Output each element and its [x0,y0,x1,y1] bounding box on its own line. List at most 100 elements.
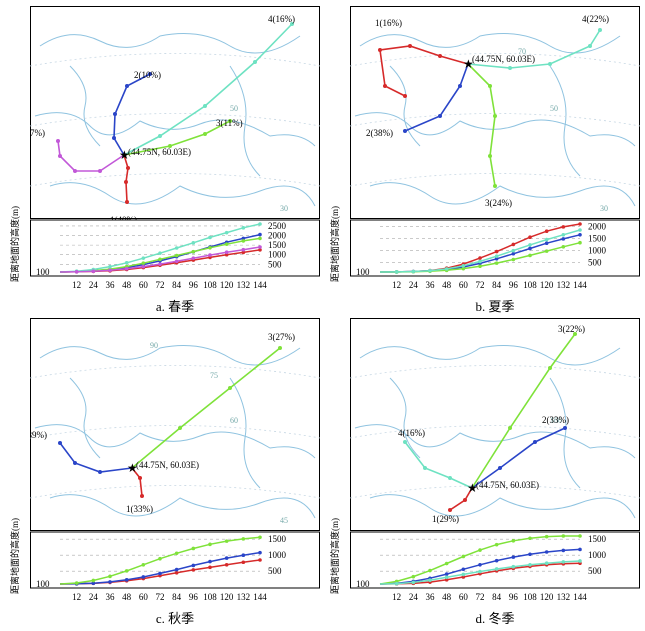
height-point [578,222,582,226]
coastline [389,65,421,147]
map-grid-label: 30 [600,204,608,213]
height-point [141,261,146,265]
x-tick-label: 60 [459,592,469,602]
coastline [34,424,316,459]
height-point [74,270,79,274]
height-point [528,536,532,541]
map-trajectory-point [508,426,512,430]
height-point [528,552,532,557]
x-tick-label: 144 [573,592,587,602]
height-point [224,539,229,543]
height-point [411,269,416,274]
height-point [241,250,246,255]
map-trajectory-point [228,119,232,123]
height-point [494,249,499,254]
map-trajectory-point [168,144,172,148]
y-axis-label: 距离地面的高度(m) [10,206,20,282]
height-point [528,563,532,567]
x-tick-label: 48 [122,592,131,602]
origin-star-icon: ★ [463,57,474,71]
map-trajectory-point [58,154,62,158]
height-point [174,246,179,250]
coastline [39,345,301,366]
height-point [461,266,466,271]
map-trajectory-point [138,476,142,480]
map-trajectory-point [126,166,130,170]
x-tick-label: 120 [220,280,234,290]
graticule-line [349,425,641,439]
coastline [369,494,636,519]
map-grid-label: 75 [210,371,218,380]
y-tick-label: 1000 [588,550,607,560]
height-point [258,550,262,555]
graticule-line [349,173,641,187]
height-point [241,553,246,557]
height-point [444,561,449,566]
x-tick-label: 48 [442,280,452,290]
height-plot: 100 500 1000 1500 [30,531,320,589]
y-axis-label: 距离地面的高度(m) [10,518,20,594]
x-tick-label: 84 [172,280,182,290]
height-point [428,268,432,273]
x-tick-label: 12 [392,280,401,290]
coastline [69,65,101,147]
map-trajectory-lightgreen [471,333,576,489]
trajectory-label: 3(24%) [485,198,512,208]
panel-caption: a. 春季 [155,299,195,314]
graticule-line [349,365,641,379]
height-point [91,578,96,583]
height-point [224,242,229,246]
x-tick-label: 120 [220,592,234,602]
height-point [528,243,532,247]
height-point [394,270,399,274]
height-point [578,547,582,552]
trajectory-label: 4(16%) [398,428,425,438]
y-tick-label: 2500 [268,221,287,231]
x-tick-label: 12 [72,280,81,290]
height-point [158,571,162,576]
height-point [224,230,229,235]
height-point [444,575,449,580]
coastline [354,424,636,459]
height-point [74,581,79,585]
height-point [191,563,196,568]
height-point [141,563,146,567]
height-point [241,537,246,541]
map-trajectory-point [438,114,442,118]
height-point [124,266,129,271]
graticule-line [29,53,321,67]
map-trajectory-point [290,22,294,26]
map-trajectory-point [488,84,492,88]
y-tick-label: 1500 [268,534,287,544]
height-point [124,260,129,265]
chart-panel-1: 距离地面的高度(m) 50 30 70 1(16%) 2(38%) 3(24%) 4(22%)… [330,6,641,314]
height-point [561,233,566,237]
map-grid-label: 50 [550,104,558,113]
map-grid-label: 70 [518,47,526,56]
height-point [494,558,499,563]
y-tick-label: 500 [268,566,282,576]
height-point [478,259,482,264]
y-tick-label: 1500 [588,534,607,544]
map-trajectory-point [203,104,207,108]
height-point [544,229,549,233]
height-point [561,560,566,564]
height-point [174,259,179,264]
y-tick-label: 100 [356,267,370,277]
graticule-line [29,113,321,127]
height-point [444,578,449,582]
height-point [208,565,212,570]
x-tick-label: 12 [72,592,81,602]
map-trajectory-point [563,426,567,430]
map-trajectory-point [125,84,129,88]
height-point [561,237,566,241]
map-trajectory-point [423,466,427,470]
x-tick-label: 96 [189,592,199,602]
panel-caption: d. 冬季 [475,611,515,626]
coastline [39,33,301,54]
map-trajectory-point [73,461,77,465]
x-tick-label: 36 [426,280,436,290]
height-point [578,233,582,237]
height-point [528,246,532,251]
x-tick-label: 108 [203,592,217,602]
